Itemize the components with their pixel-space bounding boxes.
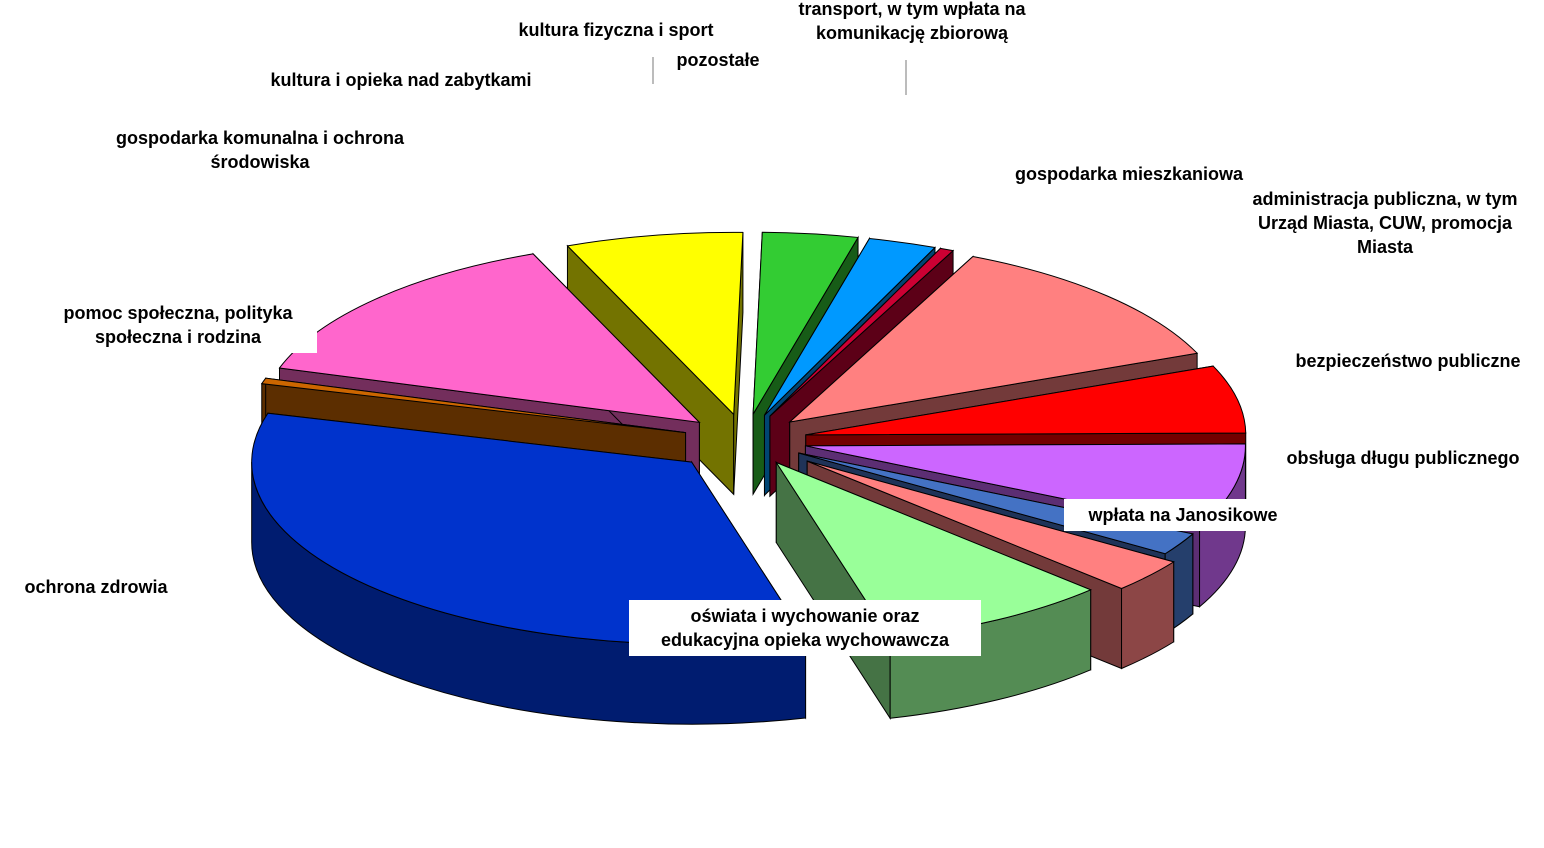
label-line: Urząd Miasta, CUW, promocja [1258, 213, 1513, 233]
label-line: edukacyjna opieka wychowawcza [661, 630, 950, 650]
leader-lines [652, 57, 907, 95]
slice-label-other: pozostałe [663, 44, 773, 76]
label-background [771, 0, 1053, 49]
slice-housing [805, 365, 1247, 436]
slice-other [769, 247, 955, 417]
label-line: wpłata na Janosikowe [1087, 505, 1277, 525]
label-line: oświata i wychowanie oraz [690, 606, 919, 626]
slice-label-transport: transport, w tym wpłata na komunikację zb… [771, 0, 1053, 49]
slice-label-municipal-economy: gospodarka komunalna i ochrona środowiska [86, 122, 434, 178]
label-background [501, 14, 731, 46]
label-line: gospodarka komunalna i ochrona [116, 128, 405, 148]
slice-culture [752, 231, 859, 415]
label-background [993, 158, 1265, 190]
label-line: administracja publiczna, w tym [1252, 189, 1517, 209]
label-line: transport, w tym wpłata na [798, 0, 1026, 19]
slice-label-janosikowe: wpłata na Janosikowe [1064, 499, 1302, 531]
label-line: ochrona zdrowia [24, 577, 168, 597]
slice-transport [788, 255, 1199, 423]
slice-municipal-economy [566, 231, 744, 416]
label-background [245, 64, 557, 96]
label-line: gospodarka mieszkaniowa [1015, 164, 1244, 184]
label-background [663, 44, 773, 76]
slice-label-social-welfare: pomoc społeczna, polityka społeczna i rod… [39, 297, 317, 353]
label-background [629, 600, 981, 656]
slice-label-culture: kultura i opieka nad zabytkami [245, 64, 557, 96]
slice-label-education: oświata i wychowanie oraz edukacyjna opie… [629, 600, 981, 656]
slice-label-sport: kultura fizyczna i sport [501, 14, 731, 46]
label-line: pomoc społeczna, polityka [63, 303, 293, 323]
slice-sport [764, 238, 937, 416]
label-line: Miasta [1357, 237, 1414, 257]
label-line: kultura i opieka nad zabytkami [270, 70, 531, 90]
slice-health [260, 377, 686, 434]
label-line: pozostałe [676, 50, 759, 70]
label-line: obsługa długu publicznego [1287, 448, 1520, 468]
slice-label-housing: gospodarka mieszkaniowa [993, 158, 1265, 190]
slice-label-public-administration: administracja publiczna, w tym Urząd Mias… [1222, 183, 1544, 263]
label-background [39, 297, 317, 353]
label-line: kultura fizyczna i sport [518, 20, 713, 40]
slice-labels: oświata i wychowanie oraz edukacyjna opie… [7, 0, 1544, 656]
label-line: bezpieczeństwo publiczne [1295, 351, 1520, 371]
slice-label-debt-service: obsługa długu publicznego [1267, 442, 1539, 474]
label-background [7, 571, 185, 603]
label-line: społeczna i rodzina [95, 327, 262, 347]
label-background [1064, 499, 1302, 531]
label-background [1267, 442, 1539, 474]
label-background [1222, 183, 1544, 263]
label-line: środowiska [210, 152, 310, 172]
slice-label-health: ochrona zdrowia [7, 571, 185, 603]
label-background [1273, 345, 1543, 377]
label-background [86, 122, 434, 178]
label-line: komunikację zbiorową [816, 23, 1009, 43]
slice-label-public-safety: bezpieczeństwo publiczne [1273, 345, 1543, 377]
slice-debt-service [806, 460, 1175, 590]
